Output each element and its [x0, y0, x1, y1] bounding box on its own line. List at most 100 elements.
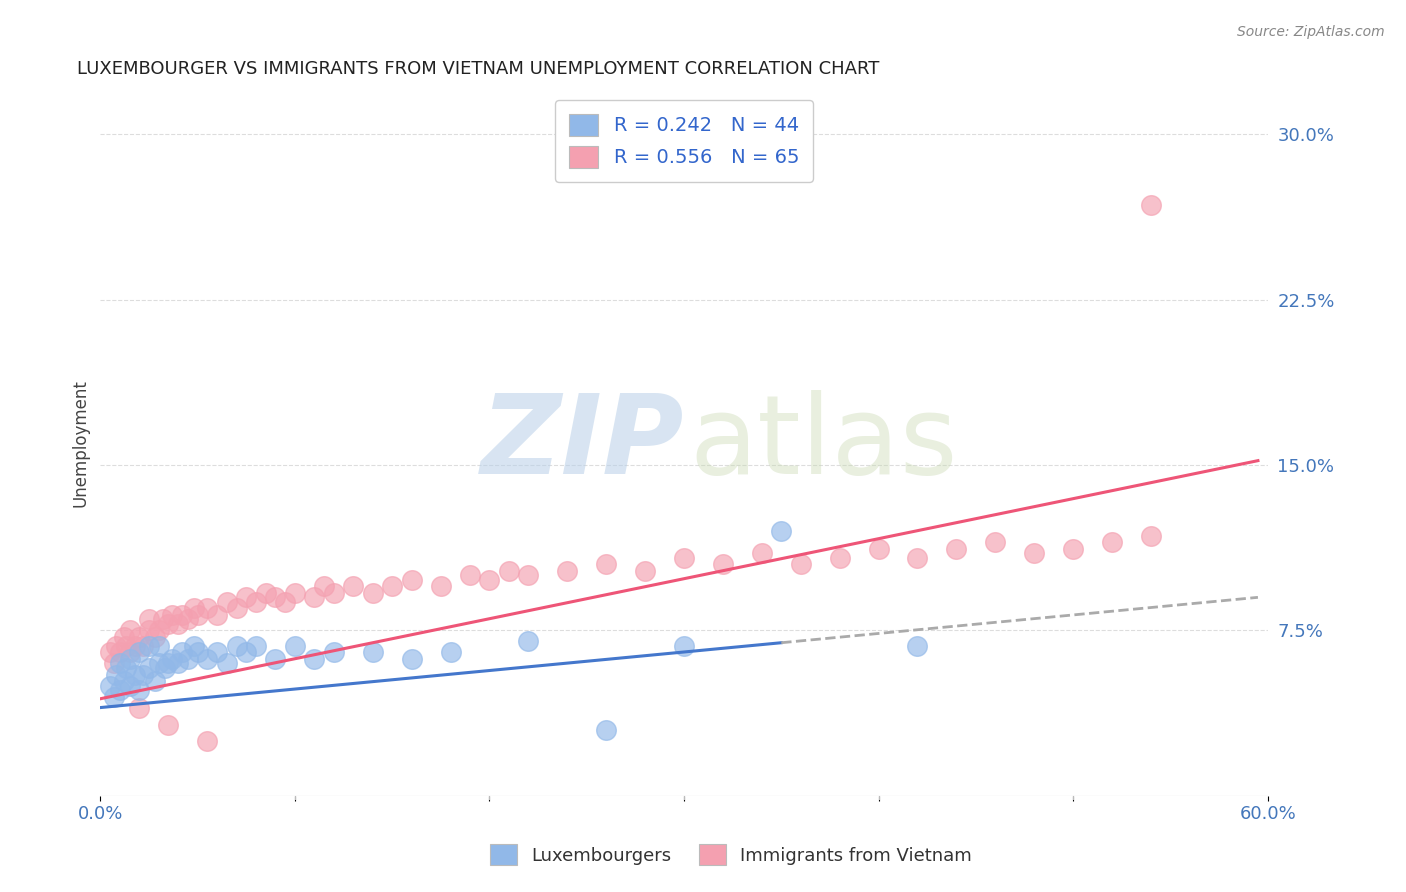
- Point: [828, 550, 851, 565]
- Point: [984, 535, 1007, 549]
- Point: [264, 652, 287, 666]
- Point: [138, 639, 160, 653]
- Point: [751, 546, 773, 560]
- Text: atlas: atlas: [690, 390, 959, 497]
- Point: [118, 645, 141, 659]
- Point: [103, 657, 125, 671]
- Point: [907, 639, 929, 653]
- Point: [104, 639, 127, 653]
- Point: [118, 652, 141, 666]
- Point: [157, 657, 180, 671]
- Point: [225, 601, 247, 615]
- Text: LUXEMBOURGER VS IMMIGRANTS FROM VIETNAM UNEMPLOYMENT CORRELATION CHART: LUXEMBOURGER VS IMMIGRANTS FROM VIETNAM …: [77, 60, 879, 78]
- Point: [132, 667, 155, 681]
- Point: [868, 541, 890, 556]
- Point: [304, 591, 326, 605]
- Point: [118, 679, 141, 693]
- Point: [1140, 198, 1163, 212]
- Point: [342, 579, 364, 593]
- Point: [152, 612, 174, 626]
- Point: [672, 639, 695, 653]
- Point: [128, 645, 150, 659]
- Point: [907, 550, 929, 565]
- Legend: Luxembourgers, Immigrants from Vietnam: Luxembourgers, Immigrants from Vietnam: [482, 837, 980, 872]
- Point: [114, 639, 136, 653]
- Point: [108, 657, 131, 671]
- Point: [103, 690, 125, 704]
- Point: [138, 624, 160, 638]
- Point: [187, 645, 209, 659]
- Point: [254, 586, 277, 600]
- Point: [148, 639, 170, 653]
- Point: [170, 645, 193, 659]
- Point: [1101, 535, 1123, 549]
- Point: [157, 718, 180, 732]
- Point: [132, 639, 155, 653]
- Y-axis label: Unemployment: Unemployment: [72, 379, 89, 507]
- Point: [118, 624, 141, 638]
- Point: [1062, 541, 1084, 556]
- Point: [555, 564, 578, 578]
- Point: [128, 700, 150, 714]
- Point: [322, 586, 344, 600]
- Point: [195, 652, 218, 666]
- Point: [235, 645, 257, 659]
- Point: [183, 639, 205, 653]
- Point: [157, 616, 180, 631]
- Point: [148, 624, 170, 638]
- Point: [498, 564, 520, 578]
- Point: [458, 568, 481, 582]
- Point: [595, 558, 617, 572]
- Point: [108, 645, 131, 659]
- Point: [167, 616, 190, 631]
- Legend: R = 0.242   N = 44, R = 0.556   N = 65: R = 0.242 N = 44, R = 0.556 N = 65: [555, 100, 813, 182]
- Point: [284, 639, 307, 653]
- Point: [439, 645, 461, 659]
- Point: [128, 682, 150, 697]
- Point: [274, 595, 297, 609]
- Point: [381, 579, 404, 593]
- Point: [790, 558, 813, 572]
- Point: [401, 652, 423, 666]
- Point: [1024, 546, 1046, 560]
- Point: [245, 595, 267, 609]
- Point: [304, 652, 326, 666]
- Point: [98, 679, 121, 693]
- Point: [245, 639, 267, 653]
- Point: [401, 573, 423, 587]
- Text: ZIP: ZIP: [481, 390, 683, 497]
- Point: [945, 541, 967, 556]
- Point: [314, 579, 336, 593]
- Point: [162, 652, 184, 666]
- Point: [517, 634, 540, 648]
- Point: [205, 645, 228, 659]
- Point: [148, 657, 170, 671]
- Point: [143, 674, 166, 689]
- Point: [187, 607, 209, 622]
- Point: [215, 595, 238, 609]
- Point: [143, 630, 166, 644]
- Point: [177, 652, 200, 666]
- Point: [162, 607, 184, 622]
- Point: [114, 661, 136, 675]
- Point: [170, 607, 193, 622]
- Point: [517, 568, 540, 582]
- Point: [153, 661, 176, 675]
- Point: [195, 601, 218, 615]
- Point: [770, 524, 793, 539]
- Point: [112, 674, 135, 689]
- Point: [595, 723, 617, 737]
- Point: [183, 601, 205, 615]
- Point: [98, 645, 121, 659]
- Point: [634, 564, 657, 578]
- Point: [195, 733, 218, 747]
- Point: [1140, 528, 1163, 542]
- Point: [108, 682, 131, 697]
- Point: [167, 657, 190, 671]
- Point: [215, 657, 238, 671]
- Point: [478, 573, 501, 587]
- Point: [128, 630, 150, 644]
- Point: [225, 639, 247, 653]
- Point: [361, 645, 384, 659]
- Point: [711, 558, 734, 572]
